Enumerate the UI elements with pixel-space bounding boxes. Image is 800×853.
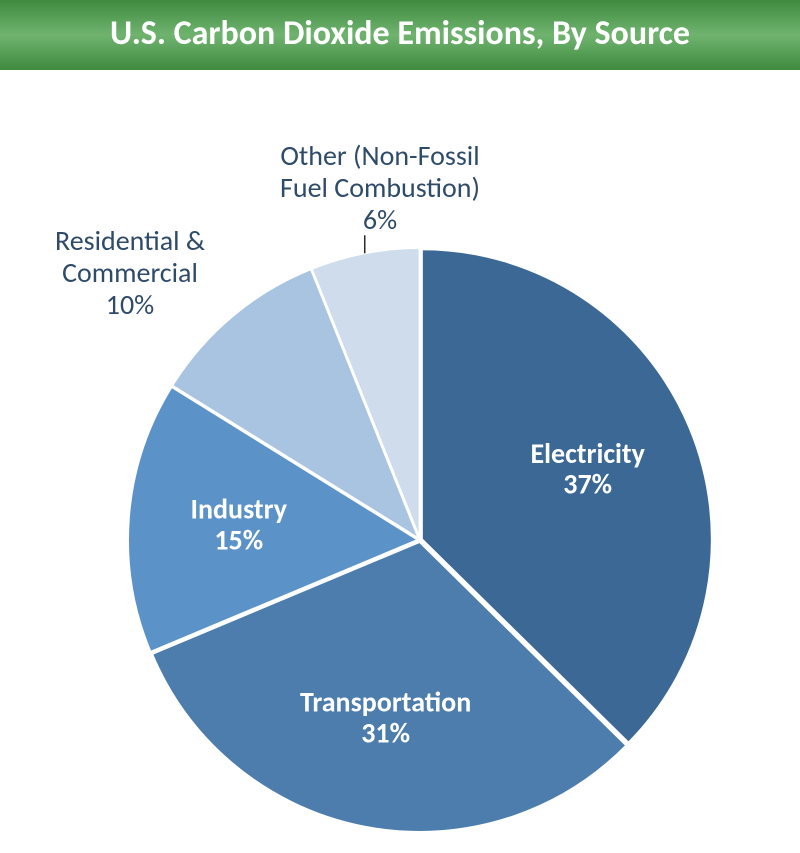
pie-chart-container: Electricity37%Transportation31%Industry1… [0,70,800,853]
slice-label-residential_commercial: Residential & Commercial 10% [10,225,250,322]
chart-title-bar: U.S. Carbon Dioxide Emissions, By Source [0,0,800,70]
chart-title: U.S. Carbon Dioxide Emissions, By Source [110,13,690,54]
slice-label-other: Other (Non-Fossil Fuel Combustion) 6% [260,140,500,237]
